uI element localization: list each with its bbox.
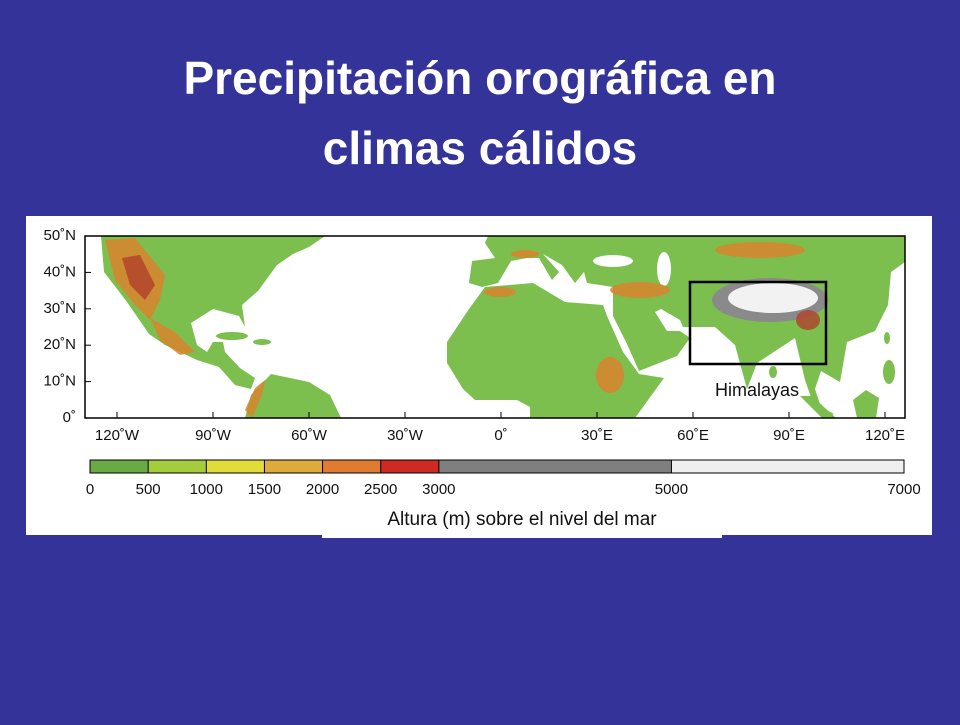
colorbar-tick-label: 1000	[190, 481, 223, 498]
lat-label: 50˚N	[43, 227, 76, 244]
andes-north	[245, 380, 265, 418]
lat-label: 0˚	[63, 409, 76, 426]
sumatra	[800, 396, 836, 418]
lon-label: 30˚E	[581, 427, 613, 444]
sri-lanka	[769, 366, 777, 378]
lon-label: 30˚W	[387, 427, 424, 444]
colorbar: 0 500 1000 1500 2000 2500 3000 5000 7000	[86, 459, 921, 498]
lon-label: 60˚E	[677, 427, 709, 444]
alps	[511, 250, 539, 258]
caption-box	[322, 504, 722, 538]
colorbar-segment	[264, 460, 323, 473]
black-sea	[593, 255, 633, 267]
colorbar-segment	[90, 460, 149, 473]
tibet-plateau	[728, 283, 818, 313]
lon-label: 120˚W	[95, 427, 140, 444]
rockies-peaks	[122, 255, 155, 300]
lon-label: 60˚W	[291, 427, 328, 444]
lon-label: 120˚E	[865, 427, 905, 444]
colorbar-tick-label: 2000	[306, 481, 339, 498]
colorbar-segment	[438, 460, 672, 473]
lon-label: 90˚E	[773, 427, 805, 444]
lat-label: 40˚N	[43, 263, 76, 280]
atlas	[484, 287, 516, 297]
taiwan	[884, 332, 890, 344]
mexico-highlands	[150, 318, 195, 355]
colorbar-segment	[671, 460, 904, 473]
colorbar-tick-label: 2500	[364, 481, 397, 498]
colorbar-segment	[206, 460, 265, 473]
lon-label: 90˚W	[195, 427, 232, 444]
highlight-box	[688, 280, 828, 366]
title-line: climas cálidos	[323, 122, 638, 174]
borneo	[853, 390, 879, 418]
annotation: Himalayas	[715, 380, 799, 400]
lon-label: 0˚	[494, 427, 507, 444]
colorbar-tick-label: 5000	[655, 481, 688, 498]
colorbar-tick-label: 3000	[422, 481, 455, 498]
map-frame	[84, 235, 906, 419]
philippines	[883, 360, 895, 384]
colorbar-segment	[322, 460, 381, 473]
lat-label: 30˚N	[43, 300, 76, 317]
south-america	[245, 374, 341, 418]
colorbar-tick-label: 7000	[887, 481, 920, 498]
caption: Altura (m) sobre el nivel del mar	[387, 509, 657, 530]
title-line: Precipitación orográfica en	[183, 52, 776, 104]
lat-label: 10˚N	[43, 373, 76, 390]
tian-shan	[715, 242, 805, 258]
anatolia-iran	[610, 282, 670, 298]
caspian-sea	[657, 252, 671, 286]
cuba	[216, 332, 248, 340]
colorbar-segment	[380, 460, 439, 473]
colorbar-tick-label: 0	[86, 481, 94, 498]
colorbar-tick-label: 500	[136, 481, 161, 498]
hengduan	[796, 310, 820, 330]
ethiopian-highlands	[596, 357, 624, 393]
lat-label: 20˚N	[43, 336, 76, 353]
lon-labels: 120˚W 90˚W 60˚W 30˚W 0˚ 30˚E 60˚E 90˚E 120˚E	[95, 412, 905, 444]
lat-labels: 50˚N 40˚N 30˚N 20˚N 10˚N 0˚	[43, 227, 91, 426]
colorbar-tick-label: 1500	[248, 481, 281, 498]
hispaniola	[253, 339, 271, 345]
map: Himalayas	[84, 235, 906, 419]
colorbar-segment	[148, 460, 207, 473]
